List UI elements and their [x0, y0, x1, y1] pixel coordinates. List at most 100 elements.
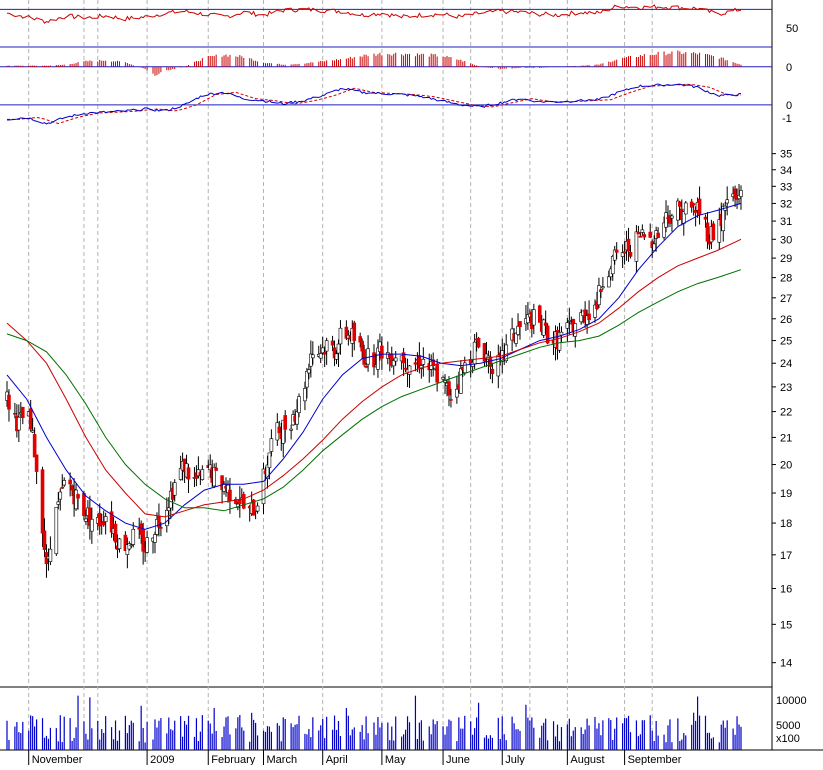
x-tick-label: August [570, 754, 604, 765]
candle-body [241, 494, 246, 509]
price-tick-label: 34 [780, 165, 792, 177]
candle-body [56, 501, 61, 505]
price-tick-label: 30 [780, 234, 792, 246]
candle-body [48, 548, 53, 562]
candle-body [153, 534, 157, 543]
candle-body [683, 202, 688, 215]
price-tick-label: 32 [780, 198, 792, 210]
candle-body [141, 528, 145, 552]
candle-body [311, 354, 315, 359]
candle-body [642, 234, 647, 238]
candle-body [267, 452, 272, 468]
candle-body [322, 351, 327, 355]
candle-body [407, 365, 412, 375]
candle-body [159, 527, 163, 529]
macd-tick-label: 0 [786, 100, 792, 112]
moving-average-ma100 [6, 269, 742, 512]
price-tick-label: 23 [780, 382, 792, 394]
candle-body [17, 416, 21, 431]
x-tick-label: February [211, 754, 256, 765]
candle-body [431, 359, 435, 367]
candle-body [656, 232, 660, 239]
candle-body [366, 348, 370, 365]
rsi-panel: 50 [0, 4, 798, 48]
price-tick-label: 24 [780, 358, 792, 370]
candle-body [40, 469, 45, 534]
price-tick-label: 18 [780, 518, 792, 530]
candle-body [295, 411, 299, 425]
candle-body [417, 355, 422, 369]
candle-body [186, 467, 191, 480]
candle-body [638, 235, 643, 238]
candle-body [599, 289, 603, 293]
candle-body [255, 505, 260, 512]
candle-body [441, 377, 445, 380]
price-tick-label: 19 [780, 488, 792, 500]
candle-body [165, 509, 169, 527]
candle-body [622, 251, 627, 254]
candle-body [172, 482, 177, 496]
candle-body [636, 231, 641, 235]
rsi-line [6, 4, 742, 24]
axis-labels: November 2009 February March April May June Jul… [28, 750, 682, 766]
candle-body [705, 222, 710, 242]
price-panel: 14 15 16 17 18 19 20 21 22 23 24 25 26 27 28 29 30 31 32 33… [5, 149, 792, 670]
moving-average-ma20 [6, 202, 742, 530]
candle-body [648, 231, 653, 238]
price-tick-label: 26 [780, 314, 792, 326]
candle-body [739, 190, 743, 197]
candle-body [200, 469, 205, 480]
candle-body [670, 215, 674, 219]
candle-body [601, 286, 605, 289]
candle-body [364, 366, 368, 368]
rsi-tick-label: 50 [786, 23, 798, 35]
candle-body [117, 538, 122, 550]
candle-body [307, 369, 311, 374]
candle-body [42, 530, 47, 550]
candle-body [13, 412, 17, 415]
price-tick-label: 27 [780, 293, 792, 305]
candle-body [103, 516, 108, 522]
candle-body [518, 321, 522, 328]
candle-body [401, 352, 406, 364]
candle-body [597, 285, 601, 306]
candle-body [20, 406, 25, 419]
macd-line [7, 83, 742, 125]
candle-body [678, 201, 682, 207]
candle-body [455, 388, 459, 398]
candle-body [60, 487, 65, 489]
candle-body [251, 499, 256, 516]
price-tick-label: 29 [780, 253, 792, 265]
x-tick-label: September [628, 754, 682, 765]
volume-tick-label: 5000 [776, 720, 800, 732]
price-tick-label: 22 [780, 407, 792, 419]
candle-body [490, 368, 495, 375]
price-tick-label: 14 [780, 658, 792, 670]
candle-body [449, 399, 453, 401]
candle-body [212, 466, 216, 487]
x-tick-label: July [505, 754, 525, 765]
candle-body [352, 322, 357, 341]
candle-body [573, 323, 578, 337]
candle-body [362, 349, 366, 365]
candle-body [634, 231, 639, 262]
volume-multiplier-label: x100 [776, 733, 800, 745]
candle-body [691, 203, 696, 206]
candle-body [403, 367, 408, 370]
candle-body [28, 408, 33, 430]
price-tick-label: 17 [780, 550, 792, 562]
candle-body [62, 480, 67, 486]
candle-body [462, 362, 467, 373]
candle-body [131, 528, 136, 545]
x-tick-label: April [326, 754, 348, 765]
candle-body [614, 249, 619, 253]
candle-body [380, 345, 384, 359]
candle-body [338, 327, 343, 345]
candle-body [90, 518, 94, 532]
candle-body [318, 353, 323, 359]
x-tick-label: November [32, 754, 83, 765]
